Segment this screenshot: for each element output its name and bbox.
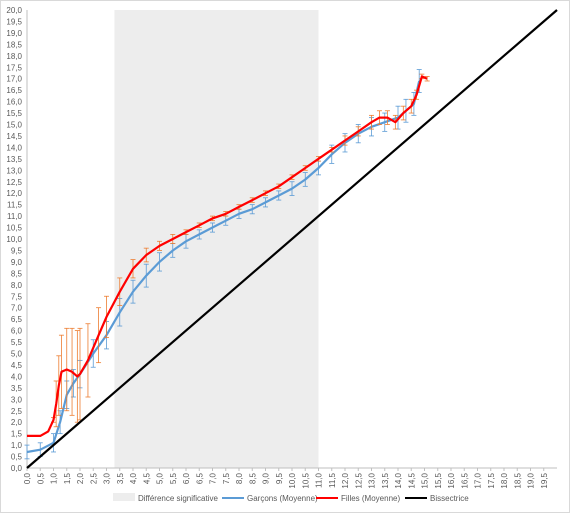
x-tick-label: 5,0	[156, 472, 165, 484]
y-tick-label: 7,0	[11, 304, 23, 313]
x-tick-label: 15,0	[421, 472, 430, 488]
x-tick-label: 12,0	[341, 472, 350, 488]
filles-moyenne-line	[27, 75, 428, 437]
y-tick-label: 0,0	[11, 464, 23, 473]
x-tick-label: 14,5	[407, 472, 416, 488]
x-tick-label: 17,0	[474, 472, 483, 488]
x-tick-label: 14,0	[394, 472, 403, 488]
legend-label-filles-moyenne: Filles (Moyenne)	[341, 494, 400, 503]
x-tick-label: 3,0	[103, 472, 112, 484]
x-tick-label: 8,0	[235, 472, 244, 484]
gar-ons-moyenne-line	[26, 80, 421, 454]
x-tick-label: 6,0	[182, 472, 191, 484]
y-tick-label: 13,5	[6, 155, 22, 164]
x-tick-label: 3,5	[116, 472, 125, 484]
y-tick-label: 6,5	[11, 315, 23, 324]
y-tick-label: 4,0	[11, 372, 23, 381]
y-tick-label: 0,5	[11, 453, 23, 462]
x-tick-label: 1,5	[63, 472, 72, 484]
y-tick-label: 5,5	[11, 338, 23, 347]
y-tick-label: 16,5	[6, 86, 22, 95]
legend-label-diff-rence-significative: Différence significative	[138, 494, 218, 503]
x-tick-label: 19,0	[527, 472, 536, 488]
x-tick-label: 16,5	[460, 472, 469, 488]
x-tick-label: 1,0	[50, 472, 59, 484]
y-tick-label: 17,5	[6, 63, 22, 72]
x-tick-label: 0,0	[23, 472, 32, 484]
x-tick-label: 18,0	[500, 472, 509, 488]
y-tick-label: 10,5	[6, 224, 22, 233]
y-tick-label: 14,5	[6, 132, 22, 141]
x-tick-label: 10,0	[288, 472, 297, 488]
legend-label-gar-ons-moyenne: Garçons (Moyenne)	[247, 494, 318, 503]
x-tick-label: 7,5	[222, 472, 231, 484]
x-tick-label: 18,5	[513, 472, 522, 488]
y-tick-label: 15,0	[6, 121, 22, 130]
y-tick-label: 4,5	[11, 361, 23, 370]
x-tick-label: 11,5	[328, 472, 337, 488]
y-tick-label: 3,0	[11, 395, 23, 404]
y-tick-label: 12,5	[6, 178, 22, 187]
y-tick-label: 13,0	[6, 166, 22, 175]
x-tick-label: 2,5	[89, 472, 98, 484]
x-tick-label: 9,0	[262, 472, 271, 484]
y-tick-label: 11,0	[7, 212, 23, 221]
y-tick-label: 20,0	[6, 6, 22, 15]
y-tick-label: 5,0	[11, 350, 23, 359]
y-tick-label: 2,5	[11, 407, 23, 416]
y-tick-label: 3,5	[11, 384, 23, 393]
significance-region	[114, 10, 319, 468]
x-tick-label: 13,5	[381, 472, 390, 488]
x-tick-label: 16,0	[447, 472, 456, 488]
x-tick-label: 7,0	[209, 472, 218, 484]
x-tick-label: 13,0	[368, 472, 377, 488]
y-tick-label: 15,5	[6, 109, 22, 118]
bissectrice-line	[26, 9, 558, 469]
x-tick-label: 6,5	[195, 472, 204, 484]
legend-swatch-diff-rence-significative	[113, 493, 135, 501]
y-tick-label: 7,5	[11, 292, 23, 301]
y-tick-label: 17,0	[6, 75, 22, 84]
y-tick-label: 6,0	[11, 327, 23, 336]
x-tick-label: 9,5	[275, 472, 284, 484]
x-tick-label: 11,0	[315, 472, 324, 488]
y-tick-label: 18,0	[6, 52, 22, 61]
x-tick-label: 2,0	[76, 472, 85, 484]
y-tick-label: 16,0	[6, 98, 22, 107]
y-tick-label: 19,5	[6, 17, 22, 26]
x-tick-label: 5,5	[169, 472, 178, 484]
x-tick-label: 12,5	[354, 472, 363, 488]
y-tick-label: 19,0	[6, 29, 22, 38]
y-tick-label: 8,5	[11, 269, 23, 278]
x-tick-label: 10,5	[301, 472, 310, 488]
x-tick-label: 8,5	[248, 472, 257, 484]
y-tick-label: 9,5	[11, 246, 23, 255]
x-tick-label: 17,5	[487, 472, 496, 488]
x-tick-label: 0,5	[36, 472, 45, 484]
x-tick-label: 19,5	[540, 472, 549, 488]
y-tick-label: 1,0	[11, 441, 23, 450]
y-tick-label: 18,5	[6, 40, 22, 49]
x-tick-label: 4,0	[129, 472, 138, 484]
x-tick-label: 15,5	[434, 472, 443, 488]
legend-label-bissectrice: Bissectrice	[430, 494, 469, 503]
y-tick-label: 14,0	[6, 143, 22, 152]
y-tick-label: 2,0	[11, 418, 23, 427]
y-tick-label: 11,5	[7, 201, 23, 210]
y-tick-label: 10,0	[6, 235, 22, 244]
y-tick-label: 9,0	[11, 258, 23, 267]
y-tick-label: 1,5	[11, 430, 23, 439]
y-tick-label: 8,0	[11, 281, 23, 290]
y-tick-label: 12,0	[6, 189, 22, 198]
x-tick-label: 4,5	[142, 472, 151, 484]
